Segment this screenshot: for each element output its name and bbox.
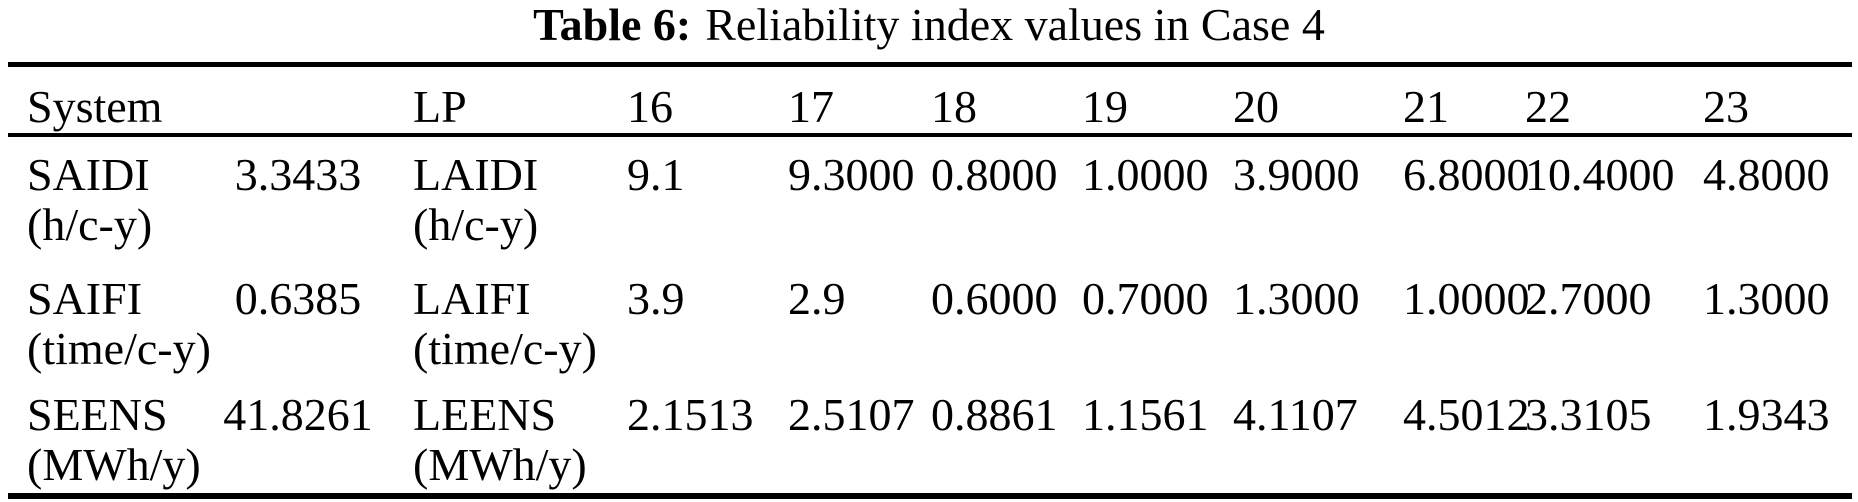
lp-value-23: 1.3000 [1703, 273, 1830, 324]
lp-value-20: 1.3000 [1233, 273, 1360, 324]
lp-value-18: 0.8000 [931, 149, 1058, 200]
lp-index-cell: LAIFI (time/c-y) [406, 260, 620, 376]
table-caption: Table 6: Reliability index values in Case… [0, 0, 1858, 50]
lp-index-name: LAIFI [413, 273, 531, 324]
lp-index-unit: (time/c-y) [413, 323, 597, 374]
lp-value-19: 1.0000 [1082, 149, 1209, 200]
lp-index-name: LEENS [413, 389, 557, 440]
col-header-lp-18: 18 [924, 64, 1075, 137]
table-caption-label: Table 6: [533, 0, 692, 50]
lp-value-20: 3.9000 [1233, 149, 1360, 200]
col-header-lp-22: 22 [1518, 64, 1696, 137]
lp-value-17: 2.9 [788, 273, 846, 324]
col-header-lp-21: 21 [1396, 64, 1518, 137]
lp-value-17: 9.3000 [788, 149, 915, 200]
system-index-cell: SAIDI (h/c-y) [8, 135, 190, 260]
lp-value-18: 0.8861 [931, 389, 1058, 440]
col-header-lp-17: 17 [781, 64, 924, 137]
table-row-seens: SEENS (MWh/y) 41.8261 LEENS (MWh/y) 2.15… [8, 376, 1852, 496]
system-index-unit: (time/c-y) [27, 323, 211, 374]
lp-value-21: 1.0000 [1403, 273, 1530, 324]
lp-value-17: 2.5107 [788, 389, 915, 440]
col-header-system: System [8, 64, 190, 137]
system-index-name: SAIFI [27, 273, 143, 324]
system-index-name: SAIDI [27, 149, 150, 200]
col-header-lp: LP [406, 64, 620, 137]
system-index-unit: (MWh/y) [27, 439, 201, 490]
system-index-value: 41.8261 [223, 389, 373, 440]
table-caption-text: Reliability index values in Case 4 [705, 0, 1325, 50]
system-index-value: 3.3433 [234, 149, 362, 200]
lp-value-16: 9.1 [627, 149, 685, 200]
lp-index-name: LAIDI [413, 149, 539, 200]
system-index-cell: SEENS (MWh/y) [8, 376, 201, 496]
lp-value-23: 1.9343 [1703, 389, 1830, 440]
reliability-table: System LP 16 17 18 19 20 21 22 23 SAIDI … [8, 62, 1852, 499]
col-header-lp-23: 23 [1696, 64, 1852, 137]
col-header-lp-19: 19 [1075, 64, 1226, 137]
table-row-saifi: SAIFI (time/c-y) 0.6385 LAIFI (time/c-y)… [8, 260, 1852, 376]
lp-index-unit: (MWh/y) [413, 439, 587, 490]
lp-value-19: 0.7000 [1082, 273, 1209, 324]
system-index-name: SEENS [27, 389, 168, 440]
col-header-lp-16: 16 [620, 64, 781, 137]
system-index-cell: SAIFI (time/c-y) [8, 260, 211, 376]
lp-value-20: 4.1107 [1233, 389, 1358, 440]
lp-value-21: 4.5012 [1403, 389, 1530, 440]
lp-index-unit: (h/c-y) [413, 199, 539, 250]
lp-value-21: 6.8000 [1403, 149, 1530, 200]
lp-value-16: 2.1513 [627, 389, 754, 440]
lp-value-16: 3.9 [627, 273, 685, 324]
col-header-blank [190, 64, 406, 137]
lp-value-23: 4.8000 [1703, 149, 1830, 200]
lp-value-22: 10.4000 [1525, 149, 1675, 200]
lp-value-18: 0.6000 [931, 273, 1058, 324]
col-header-lp-20: 20 [1226, 64, 1396, 137]
lp-value-22: 3.3105 [1525, 389, 1652, 440]
system-index-unit: (h/c-y) [27, 199, 153, 250]
lp-index-cell: LAIDI (h/c-y) [406, 135, 620, 260]
lp-value-19: 1.1561 [1082, 389, 1209, 440]
lp-value-22: 2.7000 [1525, 273, 1652, 324]
lp-index-cell: LEENS (MWh/y) [406, 376, 620, 496]
system-index-value: 0.6385 [234, 273, 362, 324]
table-row-saidi: SAIDI (h/c-y) 3.3433 LAIDI (h/c-y) 9.1 9… [8, 135, 1852, 260]
header-row: System LP 16 17 18 19 20 21 22 23 [8, 64, 1852, 137]
